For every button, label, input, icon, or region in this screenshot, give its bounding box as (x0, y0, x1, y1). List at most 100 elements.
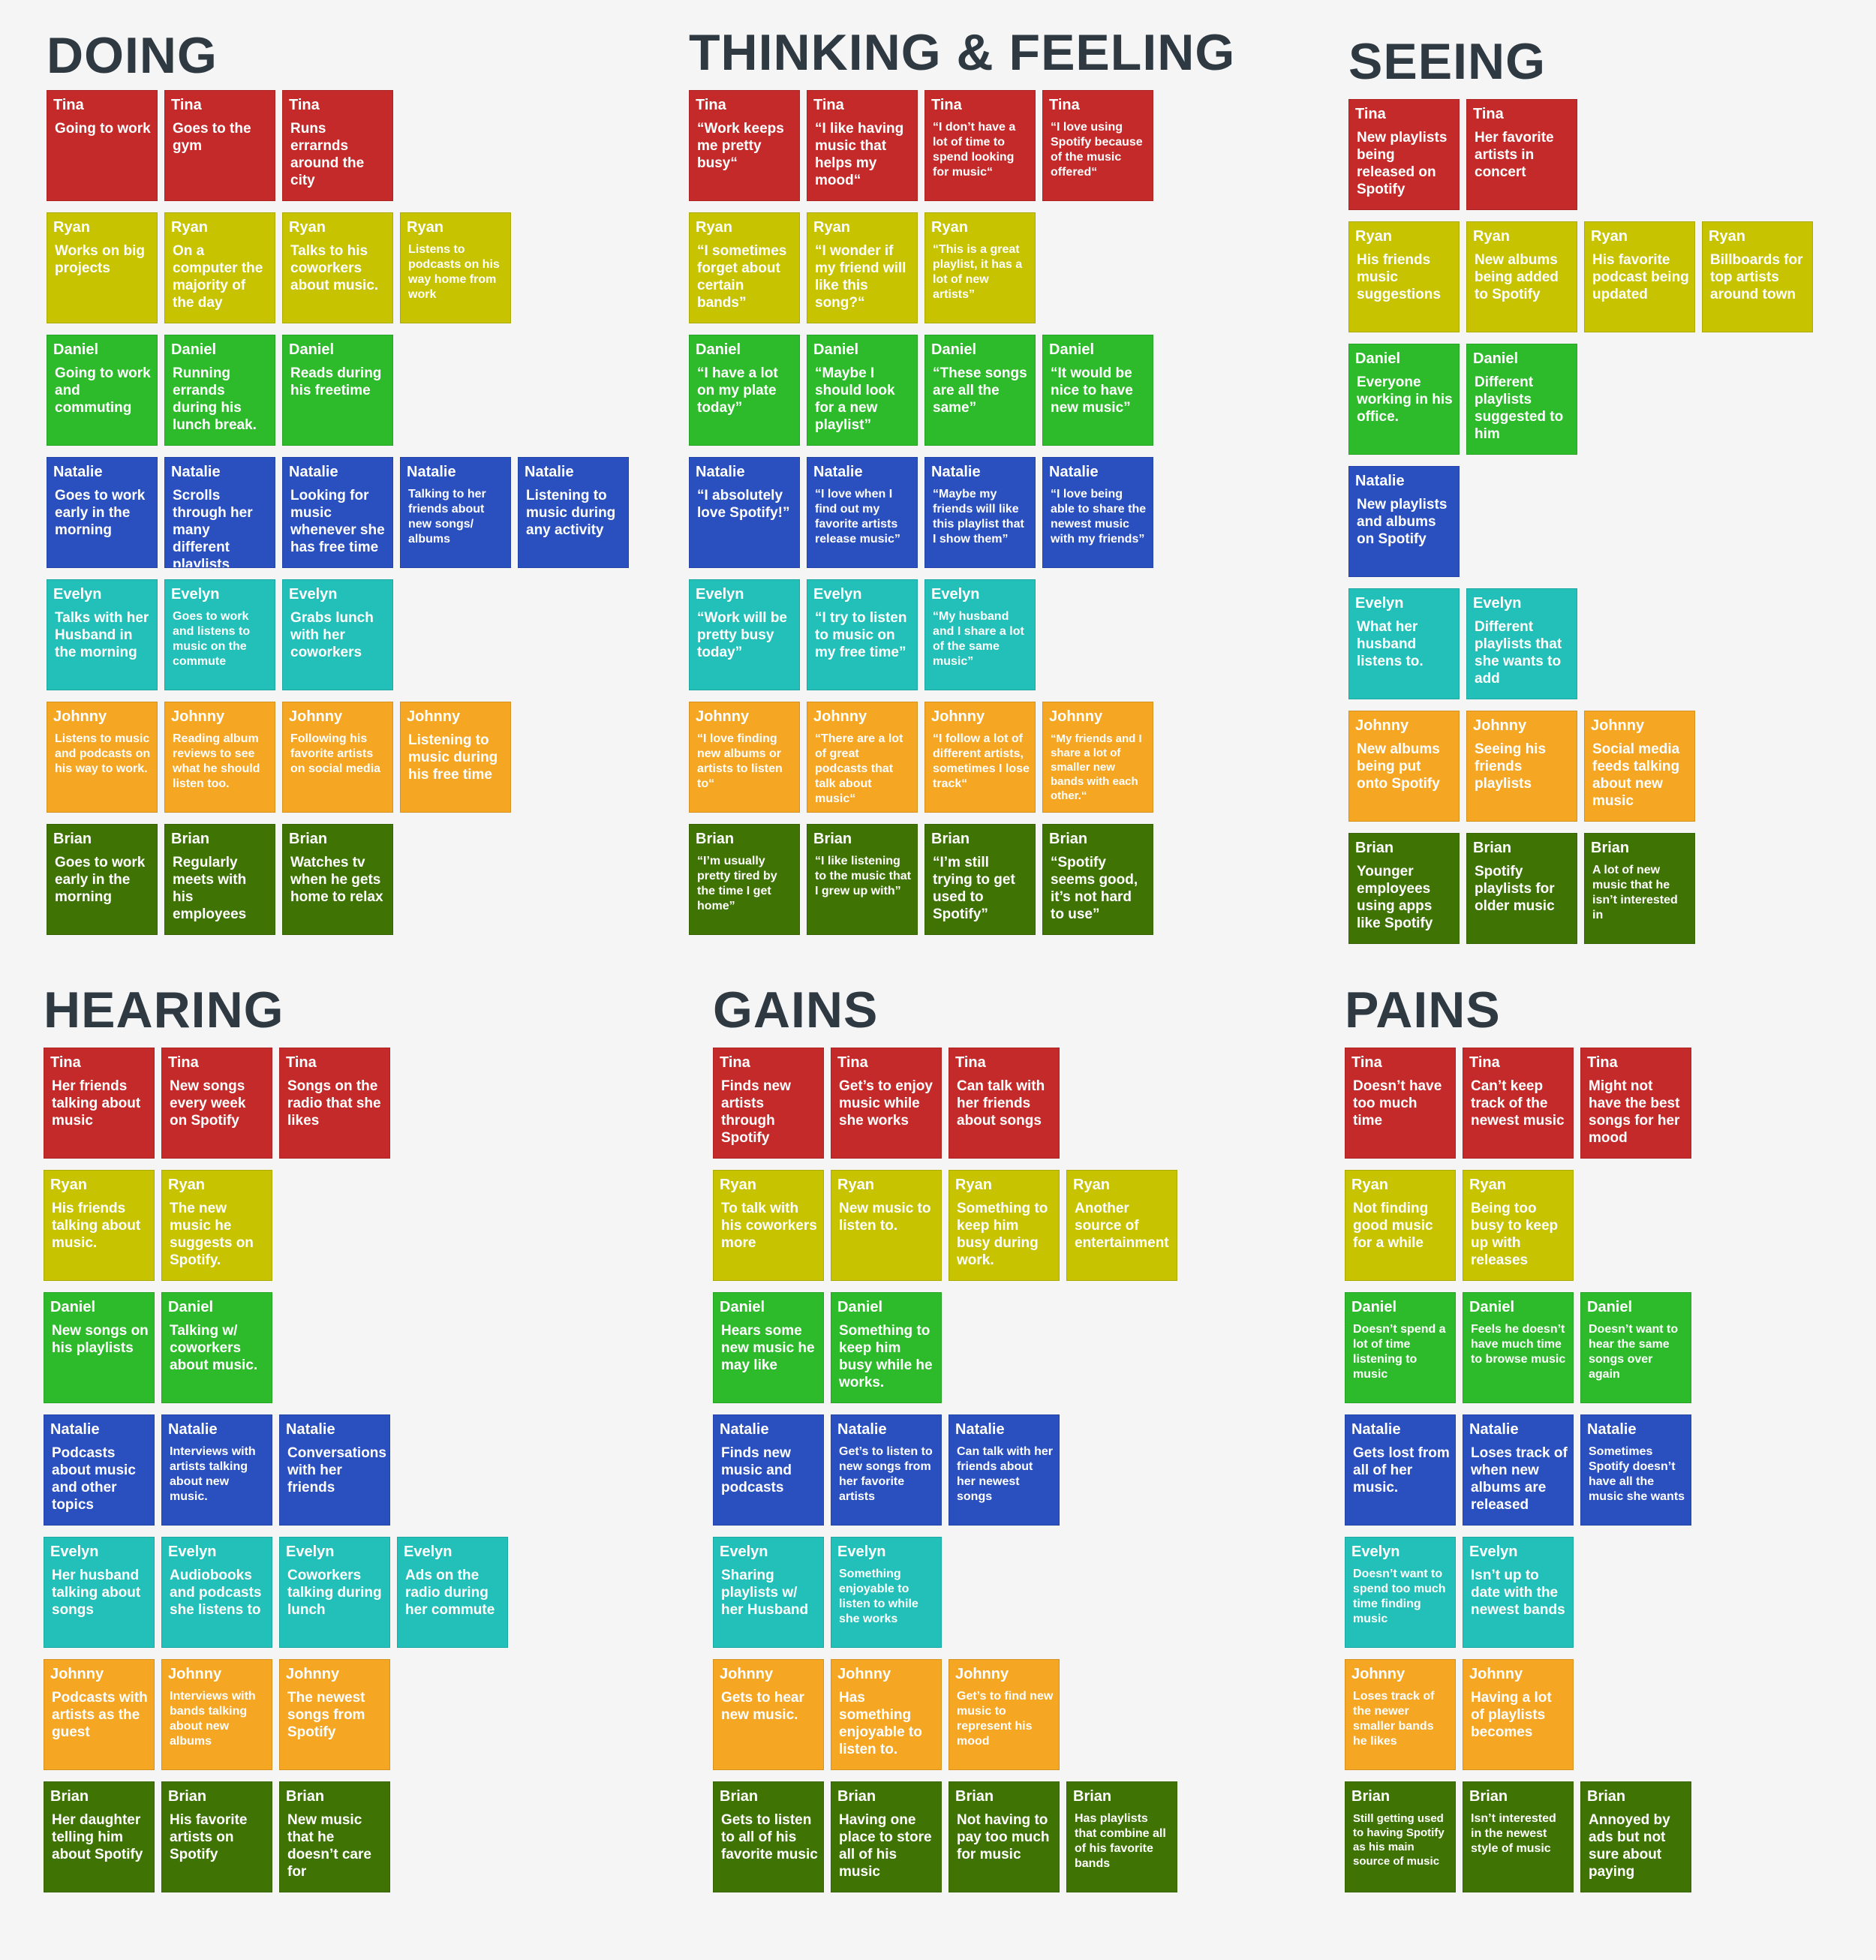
sticky-note[interactable]: Johnny Following his favorite artists on … (282, 702, 393, 813)
sticky-note[interactable]: Ryan Something to keep him busy during wo… (949, 1170, 1060, 1281)
sticky-note[interactable]: Brian Still getting used to having Spotif… (1345, 1781, 1456, 1892)
sticky-note[interactable]: Tina Her friends talking about music (44, 1048, 155, 1159)
sticky-note[interactable]: Daniel Something to keep him busy while h… (831, 1292, 942, 1403)
sticky-note[interactable]: Ryan Another source of entertainment (1066, 1170, 1177, 1281)
sticky-note[interactable]: Tina Songs on the radio that she likes (279, 1048, 390, 1159)
sticky-note[interactable]: Johnny Get’s to find new music to represe… (949, 1659, 1060, 1770)
sticky-note[interactable]: Brian Not having to pay too much for musi… (949, 1781, 1060, 1892)
sticky-note[interactable]: Brian “I like listening to the music that… (807, 824, 918, 935)
sticky-note[interactable]: Tina “I don’t have a lot of time to spend… (924, 90, 1036, 201)
sticky-note[interactable]: Brian Goes to work early in the morning (47, 824, 158, 935)
sticky-note[interactable]: Johnny Social media feeds talking about n… (1584, 711, 1695, 822)
sticky-note[interactable]: Ryan Being too busy to keep up with relea… (1463, 1170, 1574, 1281)
sticky-note[interactable]: Tina Can’t keep track of the newest music (1463, 1048, 1574, 1159)
sticky-note[interactable]: Brian His favorite artists on Spotify (161, 1781, 272, 1892)
sticky-note[interactable]: Natalie Podcasts about music and other to… (44, 1414, 155, 1526)
sticky-note[interactable]: Evelyn Ads on the radio during her commut… (397, 1537, 508, 1648)
sticky-note[interactable]: Tina Goes to the gym (164, 90, 275, 201)
sticky-note[interactable]: Natalie Gets lost from all of her music. (1345, 1414, 1456, 1526)
sticky-note[interactable]: Daniel “It would be nice to have new musi… (1042, 335, 1153, 446)
sticky-note[interactable]: Ryan His friends talking about music. (44, 1170, 155, 1281)
sticky-note[interactable]: Ryan To talk with his coworkers more (713, 1170, 824, 1281)
sticky-note[interactable]: Tina “Work keeps me pretty busy“ (689, 90, 800, 201)
sticky-note[interactable]: Natalie Conversations with her friends (279, 1414, 390, 1526)
sticky-note[interactable]: Evelyn What her husband listens to. (1348, 588, 1460, 699)
sticky-note[interactable]: Tina Can talk with her friends about song… (949, 1048, 1060, 1159)
sticky-note[interactable]: Johnny “I follow a lot of different artis… (924, 702, 1036, 813)
sticky-note[interactable]: Daniel New songs on his playlists (44, 1292, 155, 1403)
sticky-note[interactable]: Johnny Interviews with bands talking abou… (161, 1659, 272, 1770)
sticky-note[interactable]: Johnny Has something enjoyable to listen … (831, 1659, 942, 1770)
sticky-note[interactable]: Natalie “I love when I find out my favori… (807, 457, 918, 568)
sticky-note[interactable]: Evelyn “Work will be pretty busy today” (689, 579, 800, 690)
sticky-note[interactable]: Johnny “I love finding new albums or arti… (689, 702, 800, 813)
sticky-note[interactable]: Ryan His favorite podcast being updated (1584, 221, 1695, 332)
sticky-note[interactable]: Evelyn Different playlists that she wants… (1466, 588, 1577, 699)
sticky-note[interactable]: Natalie Interviews with artists talking a… (161, 1414, 272, 1526)
sticky-note[interactable]: Brian Watches tv when he gets home to rel… (282, 824, 393, 935)
sticky-note[interactable]: Daniel Doesn’t spend a lot of time listen… (1345, 1292, 1456, 1403)
sticky-note[interactable]: Natalie Goes to work early in the morning (47, 457, 158, 568)
sticky-note[interactable]: Daniel Hears some new music he may like (713, 1292, 824, 1403)
sticky-note[interactable]: Natalie New playlists and albums on Spoti… (1348, 466, 1460, 577)
sticky-note[interactable]: Evelyn “I try to listen to music on my fr… (807, 579, 918, 690)
sticky-note[interactable]: Brian A lot of new music that he isn’t in… (1584, 833, 1695, 944)
sticky-note[interactable]: Brian “I’m still trying to get used to Sp… (924, 824, 1036, 935)
sticky-note[interactable]: Evelyn Goes to work and listens to music … (164, 579, 275, 690)
sticky-note[interactable]: Brian New music that he doesn’t care for (279, 1781, 390, 1892)
sticky-note[interactable]: Daniel Reads during his freetime (282, 335, 393, 446)
sticky-note[interactable]: Natalie Get’s to listen to new songs from… (831, 1414, 942, 1526)
sticky-note[interactable]: Natalie Sometimes Spotify doesn’t have al… (1580, 1414, 1691, 1526)
sticky-note[interactable]: Brian Having one place to store all of hi… (831, 1781, 942, 1892)
sticky-note[interactable]: Brian Has playlists that combine all of h… (1066, 1781, 1177, 1892)
sticky-note[interactable]: Tina New playlists being released on Spot… (1348, 99, 1460, 210)
sticky-note[interactable]: Brian Younger employees using apps like S… (1348, 833, 1460, 944)
sticky-note[interactable]: Ryan “This is a great playlist, it has a … (924, 212, 1036, 323)
sticky-note[interactable]: Evelyn Something enjoyable to listen to w… (831, 1537, 942, 1648)
sticky-note[interactable]: Daniel Running errands during his lunch b… (164, 335, 275, 446)
sticky-note[interactable]: Daniel “Maybe I should look for a new pla… (807, 335, 918, 446)
sticky-note[interactable]: Evelyn Her husband talking about songs (44, 1537, 155, 1648)
sticky-note[interactable]: Natalie “I absolutely love Spotify!” (689, 457, 800, 568)
sticky-note[interactable]: Natalie Can talk with her friends about h… (949, 1414, 1060, 1526)
sticky-note[interactable]: Johnny Seeing his friends playlists (1466, 711, 1577, 822)
sticky-note[interactable]: Tina Her favorite artists in concert (1466, 99, 1577, 210)
sticky-note[interactable]: Brian Gets to listen to all of his favori… (713, 1781, 824, 1892)
sticky-note[interactable]: Ryan New albums being added to Spotify (1466, 221, 1577, 332)
sticky-note[interactable]: Daniel Feels he doesn’t have much time to… (1463, 1292, 1574, 1403)
sticky-note[interactable]: Natalie Talking to her friends about new … (400, 457, 511, 568)
sticky-note[interactable]: Ryan Works on big projects (47, 212, 158, 323)
sticky-note[interactable]: Daniel Going to work and commuting (47, 335, 158, 446)
sticky-note[interactable]: Johnny The newest songs from Spotify (279, 1659, 390, 1770)
sticky-note[interactable]: Daniel Different playlists suggested to h… (1466, 344, 1577, 455)
sticky-note[interactable]: Daniel “I have a lot on my plate today” (689, 335, 800, 446)
sticky-note[interactable]: Natalie Finds new music and podcasts (713, 1414, 824, 1526)
sticky-note[interactable]: Daniel “These songs are all the same” (924, 335, 1036, 446)
sticky-note[interactable]: Evelyn Doesn’t want to spend too much tim… (1345, 1537, 1456, 1648)
sticky-note[interactable]: Evelyn Isn’t up to date with the newest b… (1463, 1537, 1574, 1648)
sticky-note[interactable]: Brian Spotify playlists for older music (1466, 833, 1577, 944)
sticky-note[interactable]: Johnny “There are a lot of great podcasts… (807, 702, 918, 813)
sticky-note[interactable]: Ryan Not finding good music for a while (1345, 1170, 1456, 1281)
sticky-note[interactable]: Ryan On a computer the majority of the da… (164, 212, 275, 323)
sticky-note[interactable]: Tina Going to work (47, 90, 158, 201)
sticky-note[interactable]: Evelyn Sharing playlists w/ her Husband (713, 1537, 824, 1648)
sticky-note[interactable]: Tina Doesn’t have too much time (1345, 1048, 1456, 1159)
sticky-note[interactable]: Brian Isn’t interested in the newest styl… (1463, 1781, 1574, 1892)
sticky-note[interactable]: Ryan “I wonder if my friend will like thi… (807, 212, 918, 323)
sticky-note[interactable]: Evelyn Grabs lunch with her coworkers (282, 579, 393, 690)
sticky-note[interactable]: Tina “I like having music that helps my m… (807, 90, 918, 201)
sticky-note[interactable]: Natalie Scrolls through her many differen… (164, 457, 275, 568)
sticky-note[interactable]: Johnny Listens to music and podcasts on h… (47, 702, 158, 813)
sticky-note[interactable]: Tina New songs every week on Spotify (161, 1048, 272, 1159)
sticky-note[interactable]: Tina Finds new artists through Spotify (713, 1048, 824, 1159)
sticky-note[interactable]: Tina Get’s to enjoy music while she works (831, 1048, 942, 1159)
sticky-note[interactable]: Johnny Listening to music during his free… (400, 702, 511, 813)
sticky-note[interactable]: Evelyn Coworkers talking during lunch (279, 1537, 390, 1648)
sticky-note[interactable]: Evelyn Talks with her Husband in the morn… (47, 579, 158, 690)
sticky-note[interactable]: Daniel Talking w/ coworkers about music. (161, 1292, 272, 1403)
sticky-note[interactable]: Ryan New music to listen to. (831, 1170, 942, 1281)
sticky-note[interactable]: Johnny Podcasts with artists as the guest (44, 1659, 155, 1770)
sticky-note[interactable]: Tina Runs errarnds around the city (282, 90, 393, 201)
sticky-note[interactable]: Johnny Gets to hear new music. (713, 1659, 824, 1770)
